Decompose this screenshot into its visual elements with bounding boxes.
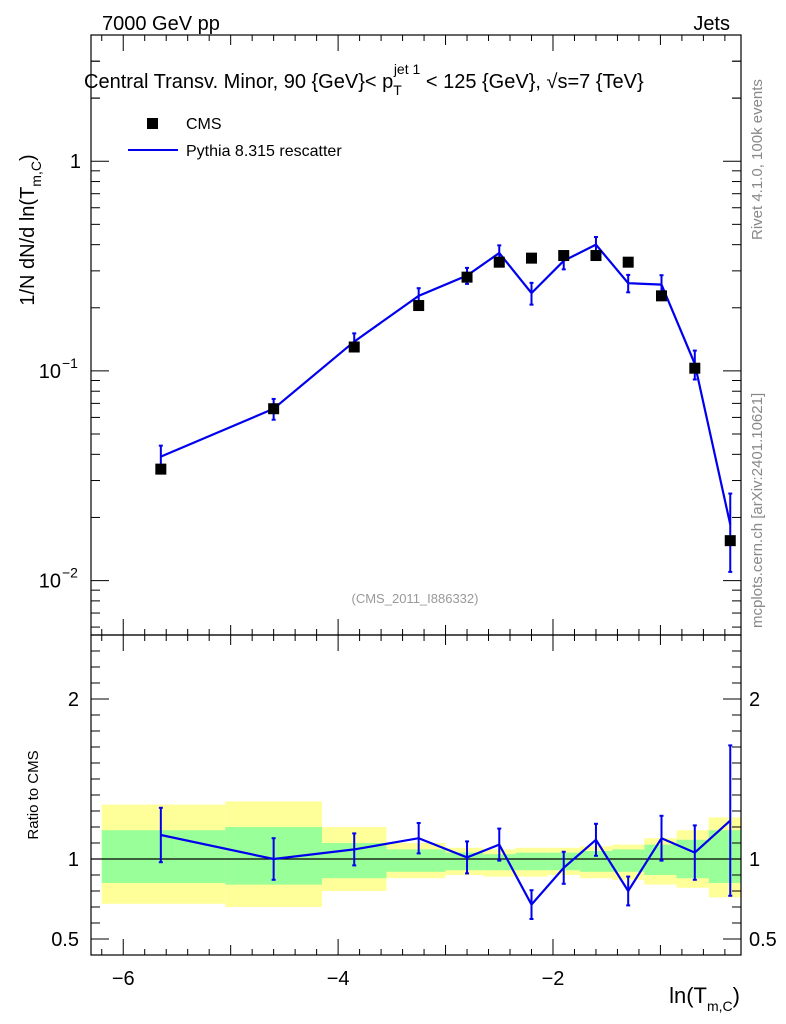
ratio-band-inner xyxy=(386,849,446,872)
ratio-y-tick-label-left: 2 xyxy=(68,689,79,711)
ratio-y-axis-label: Ratio to CMS xyxy=(25,750,42,839)
energy-label: 7000 GeV pp xyxy=(102,13,220,35)
cms-data-point xyxy=(155,463,167,475)
legend-label-pythia: Pythia 8.315 rescatter xyxy=(186,143,342,160)
ratio-band-inner xyxy=(612,849,645,872)
cms-data-point xyxy=(348,341,360,353)
ratio-band-inner xyxy=(708,830,741,883)
pythia-line xyxy=(160,243,732,525)
cms-data-point xyxy=(724,535,736,547)
legend-marker-cms xyxy=(147,118,158,129)
chart-title: Central Transv. Minor, 90 {GeV}< pTjet 1… xyxy=(84,61,644,98)
cms-data-point xyxy=(268,403,280,415)
ratio-band-inner xyxy=(101,830,226,883)
legend: CMS Pythia 8.315 rescatter xyxy=(128,116,342,160)
cms-data-point xyxy=(689,362,701,374)
cms-data-point xyxy=(655,290,667,302)
cms-data-point xyxy=(493,256,505,268)
cms-data-point xyxy=(622,256,634,268)
ratio-y-tick-label-right: 1 xyxy=(749,849,760,871)
ratio-frame xyxy=(90,634,742,956)
cms-data-point xyxy=(413,300,425,312)
x-tick-label: −4 xyxy=(327,968,350,990)
ratio-y-tick-label-left: 0.5 xyxy=(51,929,79,951)
y-tick-label: 10 xyxy=(39,361,61,383)
main-plot-panel: 110−110−2 xyxy=(39,34,742,651)
y-axis-label: 1/N dN/d ln(Tm,C) xyxy=(17,154,44,305)
ratio-band-inner xyxy=(445,852,484,871)
x-tick-label: −2 xyxy=(542,968,565,990)
mcplots-label: mcplots.cern.ch [arXiv:2401.10621] xyxy=(749,393,766,628)
y-tick-exponent: −1 xyxy=(62,355,78,371)
x-axis-label: ln(Tm,C) xyxy=(669,983,740,1014)
y-tick-label: 10 xyxy=(39,571,61,593)
ratio-y-tick-label-right: 2 xyxy=(749,689,760,711)
cms-data-point xyxy=(558,250,570,262)
category-label: Jets xyxy=(693,13,730,35)
legend-label-cms: CMS xyxy=(186,116,222,133)
cms-data-point xyxy=(590,250,602,262)
ratio-y-tick-label-left: 1 xyxy=(68,849,79,871)
cms-data-point xyxy=(461,271,473,283)
y-tick-exponent: −2 xyxy=(62,565,78,581)
ratio-band-inner xyxy=(579,851,613,872)
analysis-tag: (CMS_2011_I886332) xyxy=(352,591,479,606)
ratio-plot-panel: −6 −4 −2 0.5 0.5 1 1 2 2 xyxy=(51,634,777,990)
x-tick-label: −6 xyxy=(112,968,135,990)
cms-data-point xyxy=(525,252,537,264)
y-tick-label: 1 xyxy=(70,151,81,173)
rivet-label: Rivet 4.1.0, 100k events xyxy=(749,79,766,240)
ratio-band-inner xyxy=(515,852,548,871)
ratio-y-tick-label-right: 0.5 xyxy=(749,929,777,951)
